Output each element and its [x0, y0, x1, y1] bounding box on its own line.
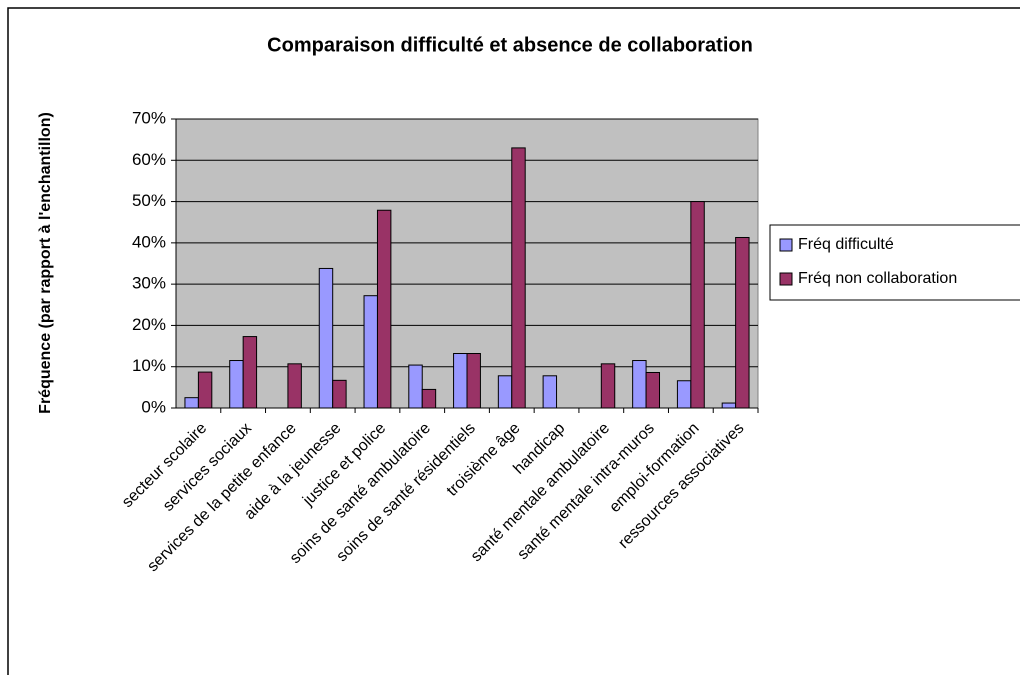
legend-label: Fréq non collaboration	[798, 270, 957, 287]
bar	[363, 295, 378, 409]
bar	[511, 147, 526, 409]
bar	[287, 363, 302, 409]
bar	[376, 209, 392, 409]
chart-title: Comparaison difficulté et absence de col…	[267, 34, 753, 56]
legend-swatch	[779, 238, 793, 252]
bar	[466, 353, 481, 409]
bar	[408, 364, 423, 409]
bar	[632, 360, 647, 409]
y-tick-label: 60%	[132, 150, 166, 169]
bar	[676, 380, 692, 409]
bar	[721, 402, 737, 409]
y-tick-label: 30%	[132, 274, 166, 293]
bar	[645, 371, 661, 409]
y-tick-label: 50%	[132, 191, 166, 210]
bar	[735, 236, 750, 409]
bar	[242, 336, 258, 409]
bar	[184, 397, 199, 409]
bar	[318, 267, 334, 409]
bar	[600, 363, 616, 409]
y-tick-label: 20%	[132, 315, 166, 334]
y-tick-label: 10%	[132, 356, 166, 375]
bar	[332, 379, 347, 409]
y-tick-label: 70%	[132, 108, 166, 127]
legend-box	[769, 224, 1020, 301]
bar	[197, 371, 213, 409]
bar	[421, 388, 437, 409]
y-axis-label: Fréquence (par rapport à l'enchantillon)	[37, 112, 54, 414]
y-tick-label: 40%	[132, 232, 166, 251]
legend-label: Fréq difficulté	[798, 236, 894, 253]
y-tick-label: 0%	[141, 397, 166, 416]
bar	[690, 201, 705, 409]
bar	[453, 353, 468, 409]
bar	[229, 360, 244, 409]
bar	[497, 375, 513, 409]
bar	[542, 375, 558, 409]
legend-swatch	[779, 272, 793, 286]
